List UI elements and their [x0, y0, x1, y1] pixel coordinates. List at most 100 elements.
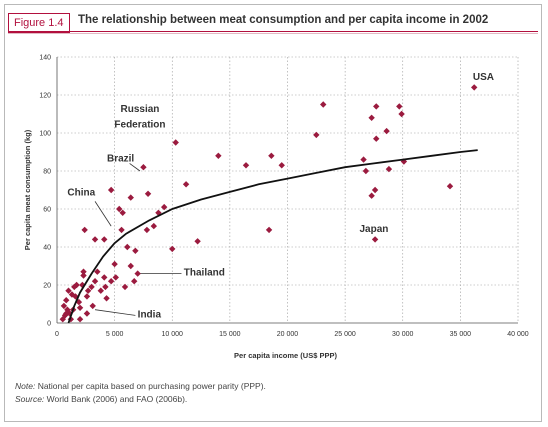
data-point	[91, 236, 99, 243]
callout-line	[129, 163, 141, 172]
data-point	[80, 272, 87, 279]
data-point	[373, 135, 380, 142]
y-tick-label: 140	[39, 55, 51, 62]
x-tick-label: 30 000	[392, 331, 414, 338]
source-text: World Bank (2006) and FAO (2006b).	[44, 394, 188, 404]
data-point	[371, 186, 379, 194]
data-point	[194, 238, 201, 245]
annotation-label: China	[67, 188, 95, 199]
data-point	[103, 295, 110, 302]
data-point	[101, 236, 108, 243]
data-point	[112, 274, 119, 281]
callout-lines	[94, 163, 182, 316]
grid	[57, 56, 519, 323]
trend-curve	[67, 149, 478, 324]
data-point	[396, 103, 403, 110]
data-point	[97, 287, 104, 294]
data-point	[134, 270, 141, 277]
y-tick-label: 80	[43, 169, 51, 176]
data-point	[116, 205, 123, 213]
data-point	[313, 131, 320, 139]
data-point	[182, 181, 190, 188]
data-point	[88, 283, 95, 291]
y-tick-label: 20	[43, 283, 51, 290]
x-tick-label: 40 000	[507, 331, 529, 338]
data-point	[150, 222, 158, 230]
data-point	[385, 165, 393, 173]
data-point	[215, 152, 222, 159]
data-point	[446, 183, 454, 190]
data-point	[368, 192, 375, 199]
data-point	[71, 283, 78, 291]
data-point	[121, 283, 129, 291]
y-tick-label: 40	[43, 245, 51, 252]
data-point	[383, 127, 390, 135]
data-point	[65, 287, 72, 294]
y-axis-label: Per capita meat consumption (kg)	[23, 129, 32, 250]
data-point	[471, 84, 478, 91]
data-point	[160, 203, 168, 211]
axes	[56, 57, 518, 324]
annotation-label: Federation	[114, 119, 165, 130]
y-tick-label: 120	[39, 93, 51, 100]
y-tick-label: 100	[39, 131, 51, 138]
source-line: Source: World Bank (2006) and FAO (2006b…	[15, 393, 266, 406]
data-point	[59, 316, 66, 323]
callout-line	[94, 309, 136, 316]
data-point	[83, 310, 91, 317]
data-point	[80, 268, 87, 275]
data-point	[132, 247, 139, 254]
data-point	[278, 162, 285, 169]
annotation-label: USA	[473, 72, 494, 83]
annotation-label: Japan	[359, 224, 388, 235]
data-point	[172, 139, 179, 146]
data-point	[320, 101, 327, 108]
tick-labels: 0 20 40 60 80 100 120 140 0 5 000 10 000 15 000 20 0…	[39, 55, 528, 339]
figure-header: Figure 1.4 The relationship between meat…	[8, 10, 538, 34]
x-tick-label: 20 000	[277, 331, 299, 338]
data-point	[94, 268, 101, 275]
data-point	[119, 209, 126, 216]
callout-line	[94, 201, 112, 227]
data-point	[371, 236, 379, 243]
note-text: National per capita based on purchasing …	[35, 381, 266, 391]
x-axis-label: Per capita income (US$ PPP)	[234, 351, 337, 360]
data-point	[102, 283, 109, 291]
data-point	[91, 278, 99, 285]
annotation-label: Brazil	[107, 154, 134, 165]
data-point	[84, 287, 92, 294]
y-tick-label: 0	[47, 321, 51, 328]
x-tick-label: 10 000	[162, 331, 184, 338]
data-point	[143, 226, 151, 234]
data-point	[60, 302, 68, 310]
data-point	[118, 226, 125, 234]
data-point	[169, 245, 176, 253]
data-point	[127, 262, 134, 270]
note-label: Note:	[15, 381, 36, 391]
data-point	[368, 114, 375, 121]
data-point	[127, 194, 134, 201]
data-point	[362, 167, 370, 175]
note-line: Note: National per capita based on purch…	[15, 380, 266, 393]
x-tick-label: 0	[55, 331, 59, 338]
data-point	[265, 226, 273, 234]
data-point	[124, 243, 131, 251]
data-point	[107, 186, 115, 194]
figure-number: Figure 1.4	[8, 13, 70, 33]
data-point	[268, 152, 275, 159]
data-point	[63, 310, 70, 317]
x-tick-label: 35 000	[450, 331, 472, 338]
x-tick-label: 25 000	[334, 331, 356, 338]
data-point	[111, 260, 118, 268]
data-point	[360, 156, 367, 163]
source-label: Source:	[15, 394, 45, 404]
data-point	[398, 110, 405, 118]
header-rule-secondary	[8, 33, 538, 34]
annotation-label: India	[138, 309, 162, 320]
data-point	[101, 274, 108, 281]
data-point	[83, 293, 91, 300]
header-rule	[8, 31, 538, 32]
data-point	[140, 164, 147, 171]
data-point	[242, 162, 250, 169]
